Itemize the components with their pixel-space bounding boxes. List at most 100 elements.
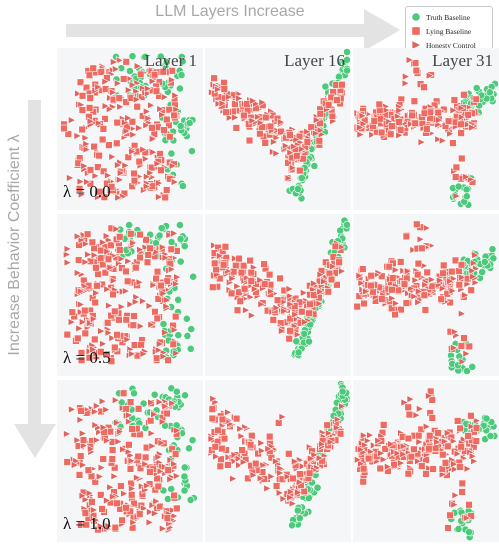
panel-layer16-lambda0: Layer 16 — [205, 48, 351, 210]
lying-point — [97, 246, 105, 255]
control-point — [144, 114, 153, 123]
control-point — [412, 411, 421, 420]
lying-point — [316, 110, 325, 118]
lambda-label: λ = 1.0 — [63, 514, 111, 533]
control-point — [141, 243, 150, 252]
control-point — [92, 288, 101, 298]
control-point — [99, 423, 108, 432]
control-point — [224, 408, 233, 417]
control-point — [272, 149, 281, 158]
lying-point — [107, 241, 115, 249]
control-point — [270, 137, 279, 146]
lying-point — [135, 157, 144, 166]
control-point — [108, 152, 117, 161]
control-point — [338, 267, 347, 276]
control-point — [91, 421, 100, 430]
control-point — [141, 154, 150, 163]
lying-point — [124, 277, 132, 286]
lying-point — [104, 255, 113, 263]
lying-point — [407, 453, 416, 461]
control-point — [105, 301, 114, 310]
lying-point — [88, 238, 97, 246]
control-point — [231, 254, 240, 263]
control-point — [415, 287, 424, 296]
lying-point — [64, 130, 73, 138]
control-point — [159, 243, 168, 252]
control-point — [98, 397, 108, 406]
control-point — [357, 279, 366, 288]
lying-point — [455, 267, 463, 275]
legend-label: Lying Baseline — [426, 26, 472, 36]
lying-point — [87, 472, 96, 481]
lying-point — [152, 274, 160, 283]
panel-layer1-lambda0: Layer 1 λ = 0.0 — [57, 48, 203, 210]
lying-point — [154, 482, 163, 491]
control-point — [406, 395, 415, 404]
lambda-arrow-shaft — [28, 100, 41, 428]
control-point — [236, 424, 245, 433]
lying-point — [84, 466, 93, 474]
lying-point — [262, 113, 270, 122]
control-point — [446, 129, 455, 138]
control-point — [280, 307, 289, 316]
control-point — [76, 287, 86, 296]
control-point — [104, 521, 113, 531]
lying-point — [137, 70, 145, 79]
control-point — [264, 444, 273, 453]
control-point — [224, 92, 234, 102]
control-point — [103, 436, 112, 445]
lying-point — [293, 152, 301, 160]
lying-point — [163, 186, 171, 194]
lying-point — [167, 245, 176, 253]
control-point — [425, 391, 434, 400]
lying-point — [414, 431, 423, 440]
lying-point — [331, 242, 340, 251]
control-point — [63, 429, 72, 438]
control-point — [452, 191, 461, 201]
lying-point — [214, 426, 222, 435]
lying-point — [137, 341, 145, 349]
lying-point — [377, 128, 386, 137]
control-point — [436, 276, 445, 285]
lying-point — [142, 236, 150, 244]
lying-point — [122, 405, 130, 413]
control-point — [287, 487, 296, 496]
truth-point — [472, 84, 481, 92]
truth-point — [180, 472, 189, 481]
control-point — [87, 444, 96, 454]
lying-point — [130, 499, 138, 508]
control-point — [160, 93, 170, 102]
control-point — [435, 116, 444, 125]
truth-point — [462, 192, 471, 201]
control-point — [63, 250, 72, 259]
lying-point — [89, 64, 97, 72]
lying-point — [359, 465, 368, 473]
lying-point — [457, 120, 465, 129]
control-point — [82, 139, 91, 148]
truth-point — [186, 496, 195, 504]
control-point — [146, 168, 155, 177]
control-point — [103, 496, 112, 505]
control-point — [286, 493, 295, 502]
control-point — [148, 442, 157, 451]
control-point — [462, 349, 471, 358]
lying-point — [208, 414, 217, 423]
truth-point — [482, 414, 491, 423]
control-point — [89, 345, 98, 354]
control-point — [73, 131, 82, 140]
control-point — [310, 279, 319, 288]
control-point — [168, 161, 178, 170]
control-point — [102, 231, 112, 241]
lying-point — [246, 256, 254, 265]
control-point — [356, 123, 365, 132]
lying-point — [244, 474, 252, 483]
lying-point — [92, 264, 100, 272]
lying-point — [163, 115, 171, 124]
truth-point — [338, 387, 347, 396]
control-point — [250, 284, 260, 294]
truth-point — [294, 185, 302, 193]
lying-point — [163, 514, 172, 522]
lying-point — [324, 101, 333, 109]
lying-point — [103, 319, 112, 327]
